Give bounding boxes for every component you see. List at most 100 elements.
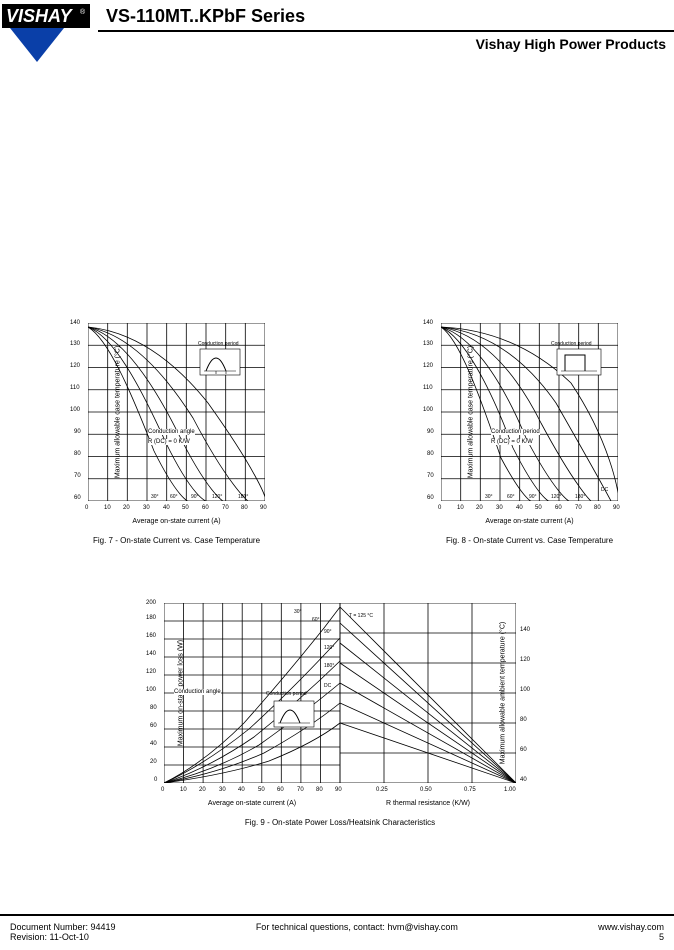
y-axis-label: Maximum allowable case temperature (°C) [468,346,475,478]
xtick: 1.00 [504,787,516,793]
svg-text:Conduction period: Conduction period [551,341,592,347]
xtick: 40 [163,505,170,511]
xtick: 90 [613,505,620,511]
ytick: 70 [74,473,81,479]
ytick: 90 [74,429,81,435]
svg-text:90°: 90° [529,494,537,500]
revision: Revision: 11-Oct-10 [10,932,116,942]
svg-text:60°: 60° [170,494,178,500]
xtick: 0 [85,505,88,511]
xtick: 10 [104,505,111,511]
svg-text:Conduction period: Conduction period [266,691,307,697]
svg-text:30°: 30° [294,609,302,615]
xtick: 70 [297,787,304,793]
xtick: 50 [535,505,542,511]
svg-text:VISHAY: VISHAY [6,6,74,26]
xtick: 60 [202,505,209,511]
xtick: 20 [199,787,206,793]
xtick: 70 [575,505,582,511]
ytick-r: 120 [520,657,530,663]
xtick: 10 [457,505,464,511]
x-axis-label-left: Average on-state current (A) [208,800,296,807]
ytick: 90 [427,429,434,435]
svg-text:60°: 60° [312,617,320,623]
svg-text:DC: DC [324,683,332,689]
ytick: 0 [154,777,157,783]
svg-text:180°: 180° [575,494,585,500]
ytick: 40 [150,741,157,747]
ytick-r: 80 [520,717,527,723]
product-title: VS-110MT..KPbF Series [106,6,305,27]
y-axis-label: Maximum allowable case temperature (°C) [115,346,122,478]
ytick-r: 40 [520,777,527,783]
xtick: 70 [222,505,229,511]
xtick: 40 [238,787,245,793]
header-rule [98,30,674,32]
xtick: 30 [219,787,226,793]
y-axis-label-right: Maximum allowable ambient temperature (°… [499,622,506,764]
ytick: 80 [74,451,81,457]
svg-text:DC: DC [601,487,609,493]
ytick: 110 [70,385,80,391]
figure-7: 30° 60° 90° 120° 180° Conduction period … [88,323,265,501]
ytick-r: 140 [520,627,530,633]
ytick: 130 [423,341,433,347]
footer-right: www.vishay.com 5 [598,922,664,942]
xtick: 80 [241,505,248,511]
section-title: Vishay High Power Products [476,36,666,52]
ytick: 120 [70,363,80,369]
xtick: 40 [516,505,523,511]
ytick: 110 [423,385,433,391]
svg-text:90°: 90° [324,629,332,635]
ytick: 20 [150,759,157,765]
ytick: 140 [423,320,433,326]
x-axis-label-right: R thermal resistance (K/W) [386,800,470,807]
figure-caption: Fig. 7 - On-state Current vs. Case Tempe… [88,536,265,545]
ytick: 60 [427,495,434,501]
xtick: 30 [496,505,503,511]
xtick: 90 [335,787,342,793]
svg-text:180°: 180° [238,494,248,500]
ytick: 120 [146,669,156,675]
xtick: 50 [182,505,189,511]
ytick: 140 [70,320,80,326]
ytick: 100 [423,407,433,413]
svg-text:120°: 120° [551,494,561,500]
figure-8: 30° 60° 90° 120° 180° DC Conduction peri… [441,323,618,501]
figure-caption: Fig. 8 - On-state Current vs. Case Tempe… [441,536,618,545]
xtick: 0 [161,787,164,793]
ytick: 180 [146,615,156,621]
ytick: 70 [427,473,434,479]
x-axis-label: Average on-state current (A) [485,518,573,525]
svg-text:30°: 30° [485,494,493,500]
xtick: 80 [316,787,323,793]
svg-text:30°: 30° [151,494,159,500]
ytick-r: 100 [520,687,530,693]
website: www.vishay.com [598,922,664,932]
conduction-note: Conduction angle [174,689,221,695]
page-number: 5 [598,932,664,942]
rth-note: R (DC) = 0 K/W [491,439,533,445]
ytick: 140 [146,651,156,657]
xtick: 0.25 [376,787,388,793]
conduction-note: Conduction period [491,429,540,435]
doc-number: Document Number: 94419 [10,922,116,932]
ytick: 200 [146,600,156,606]
ytick: 130 [70,341,80,347]
xtick: 90 [260,505,267,511]
xtick: 0.75 [464,787,476,793]
rth-note: R (DC) = 0 K/W [148,439,190,445]
svg-text:60°: 60° [507,494,515,500]
svg-text:®: ® [80,8,86,16]
ytick: 120 [423,363,433,369]
ytick: 60 [74,495,81,501]
xtick: 80 [594,505,601,511]
ytick: 160 [146,633,156,639]
page-footer: Document Number: 94419 Revision: 11-Oct-… [0,914,674,942]
xtick: 20 [123,505,130,511]
xtick: 10 [180,787,187,793]
figure-caption: Fig. 9 - On-state Power Loss/Heatsink Ch… [164,818,516,827]
svg-text:180°: 180° [324,663,334,669]
ytick: 80 [150,705,157,711]
vishay-logo: VISHAY ® [2,4,90,62]
